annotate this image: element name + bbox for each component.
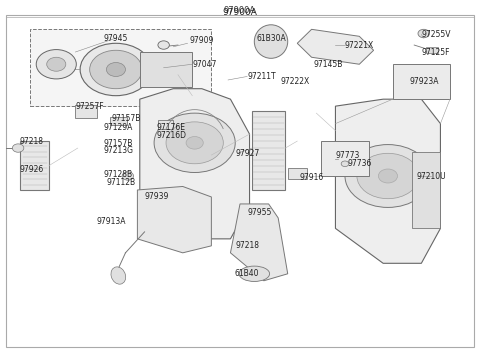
Circle shape	[12, 144, 24, 152]
Text: 97112B: 97112B	[107, 178, 135, 188]
Ellipse shape	[239, 266, 270, 282]
Polygon shape	[137, 187, 211, 253]
Bar	[393, 64, 450, 99]
Circle shape	[418, 29, 430, 38]
Ellipse shape	[254, 25, 288, 58]
Circle shape	[122, 172, 133, 180]
Polygon shape	[230, 204, 288, 281]
Circle shape	[186, 137, 203, 149]
Text: 97939: 97939	[144, 193, 169, 201]
Circle shape	[345, 145, 431, 207]
Circle shape	[357, 153, 419, 199]
Text: 97955: 97955	[247, 208, 272, 217]
Text: 97945: 97945	[104, 33, 128, 43]
Text: 97129A: 97129A	[104, 123, 133, 132]
Text: 97157B: 97157B	[104, 139, 133, 148]
Text: 61B30A: 61B30A	[256, 33, 286, 43]
Text: 97257F: 97257F	[75, 102, 104, 111]
Bar	[158, 120, 173, 129]
Circle shape	[166, 122, 223, 164]
Polygon shape	[297, 29, 373, 64]
Text: 97145B: 97145B	[314, 60, 343, 69]
Text: 97047: 97047	[192, 60, 216, 69]
Circle shape	[154, 113, 235, 172]
Text: 97900A: 97900A	[223, 8, 257, 17]
Text: 97128B: 97128B	[104, 170, 133, 179]
Text: 61B40: 61B40	[235, 269, 259, 278]
Bar	[321, 141, 369, 176]
Bar	[110, 117, 127, 125]
Text: 97157B: 97157B	[111, 114, 141, 123]
Text: 97216D: 97216D	[156, 131, 187, 140]
Bar	[426, 47, 438, 53]
Polygon shape	[252, 111, 285, 190]
Circle shape	[90, 50, 142, 89]
Bar	[75, 105, 97, 118]
Circle shape	[80, 43, 152, 96]
Text: 97927: 97927	[235, 149, 260, 158]
Circle shape	[378, 169, 397, 183]
Bar	[288, 168, 307, 180]
Bar	[412, 152, 441, 228]
Polygon shape	[336, 99, 441, 263]
Text: 97773: 97773	[336, 151, 360, 159]
Text: 97218: 97218	[20, 137, 44, 146]
Text: 97221X: 97221X	[345, 40, 374, 50]
Bar	[30, 29, 211, 106]
Text: 97211T: 97211T	[247, 72, 276, 81]
Circle shape	[107, 63, 125, 76]
Text: 97923A: 97923A	[409, 77, 439, 86]
Polygon shape	[140, 89, 250, 239]
Text: 97176E: 97176E	[156, 123, 185, 132]
Text: 97913A: 97913A	[97, 217, 126, 226]
Ellipse shape	[111, 267, 126, 284]
Text: 97909: 97909	[190, 36, 214, 45]
Text: 97218: 97218	[235, 241, 259, 250]
Circle shape	[158, 41, 169, 49]
Text: 97210U: 97210U	[417, 171, 446, 181]
Circle shape	[47, 57, 66, 71]
Text: 97222X: 97222X	[281, 77, 310, 86]
Text: 97900A: 97900A	[224, 6, 256, 15]
Text: 97926: 97926	[20, 164, 44, 174]
Text: 97736: 97736	[348, 159, 372, 168]
Text: 97255V: 97255V	[421, 30, 451, 39]
Polygon shape	[21, 141, 49, 190]
Circle shape	[36, 50, 76, 79]
Text: 97916: 97916	[300, 173, 324, 182]
Circle shape	[341, 161, 349, 166]
Text: 97213G: 97213G	[104, 146, 134, 155]
Bar	[140, 52, 192, 87]
Text: 97125F: 97125F	[421, 48, 450, 57]
